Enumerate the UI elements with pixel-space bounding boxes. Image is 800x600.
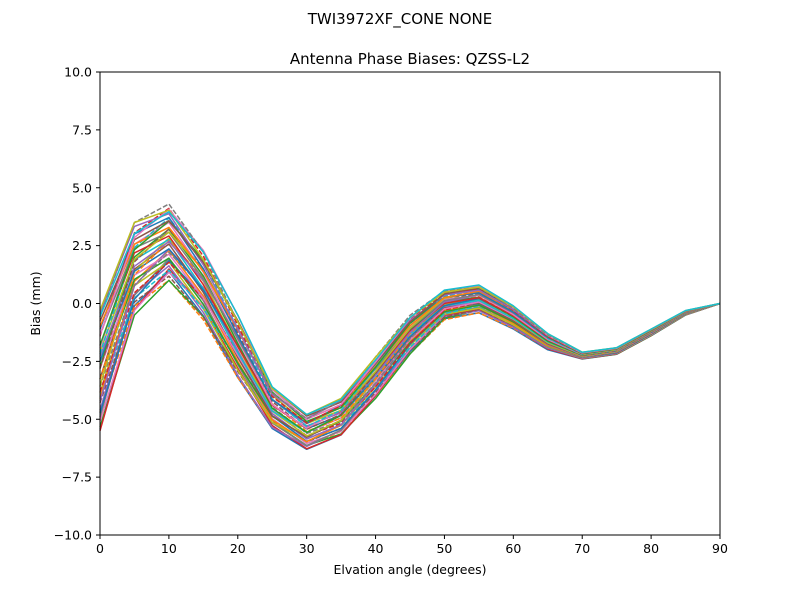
y-tick-label: −7.5 [62, 470, 92, 485]
y-tick-label: 7.5 [72, 122, 92, 137]
x-axis-ticks: 0 10 20 30 40 50 60 70 80 90 [96, 535, 728, 556]
y-tick-label: 5.0 [72, 180, 92, 195]
x-tick-label: 0 [96, 541, 104, 556]
x-tick-label: 20 [230, 541, 246, 556]
y-tick-label: 0.0 [72, 296, 92, 311]
y-tick-label: 2.5 [72, 238, 92, 253]
y-axis-ticks: −10.0 −7.5 −5.0 −2.5 0.0 2.5 5.0 7.5 10.0 [54, 65, 100, 543]
x-tick-label: 30 [299, 541, 315, 556]
figure-suptitle: TWI3972XF_CONE NONE [307, 10, 492, 29]
x-axis-label: Elvation angle (degrees) [333, 562, 486, 577]
y-tick-label: −10.0 [54, 528, 92, 543]
series-layer [99, 203, 721, 451]
y-axis-label: Bias (mm) [28, 271, 43, 335]
x-tick-label: 40 [368, 541, 384, 556]
chart-title: Antenna Phase Biases: QZSS-L2 [290, 50, 530, 68]
x-tick-label: 70 [574, 541, 590, 556]
series-line [99, 211, 721, 416]
y-tick-label: −2.5 [62, 354, 92, 369]
x-tick-label: 50 [436, 541, 452, 556]
x-tick-label: 10 [161, 541, 177, 556]
x-tick-label: 90 [712, 541, 728, 556]
x-tick-label: 60 [505, 541, 521, 556]
y-tick-label: −5.0 [62, 412, 92, 427]
y-tick-label: 10.0 [64, 65, 92, 80]
series-line [99, 275, 721, 443]
x-tick-label: 80 [643, 541, 659, 556]
